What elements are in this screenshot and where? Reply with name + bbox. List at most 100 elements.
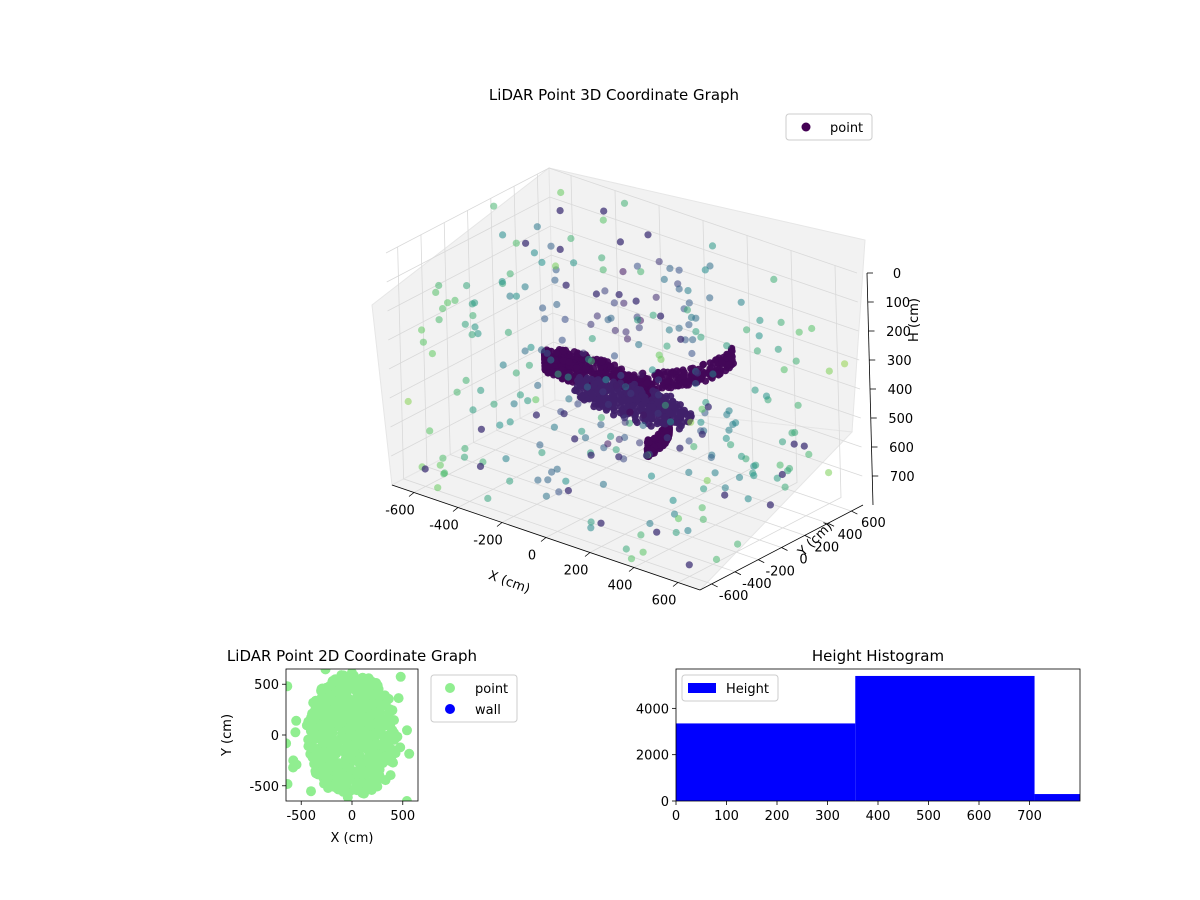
point-2d [357,672,368,683]
grid-line-y [397,246,712,585]
point-3d [611,403,619,411]
point-3d [556,245,564,253]
point-2d [306,786,316,797]
point-3d [537,346,546,354]
point-2d [326,708,336,719]
point-3d [711,469,719,477]
point-3d [698,504,706,512]
point-3d [551,276,559,284]
point-3d [435,281,443,290]
point-2d [385,756,396,767]
x-tick [584,552,591,557]
point-3d [633,418,641,427]
point-3d [737,298,745,306]
point-3d [532,396,540,404]
point-3d [703,477,711,485]
point-3d [577,392,586,401]
point-3d [630,373,638,381]
point-3d [590,364,598,372]
point-3d [559,357,567,365]
point-3d [725,361,733,369]
point-2d [346,669,357,678]
point-2d [309,751,320,762]
point-3d [655,258,663,266]
point-2d [387,705,397,716]
plot-3d-legend-box [785,113,873,141]
point-2d [368,730,379,741]
point-3d [770,275,778,283]
point-3d [553,300,561,309]
y-tick-label: -400 [742,577,772,592]
point-3d [506,418,514,426]
point-3d [734,540,742,548]
point-3d [615,435,623,443]
point-3d [646,519,654,528]
point-2d [337,680,348,690]
point-3d [689,336,697,344]
point-3d [808,324,816,333]
x-tick-label: 200 [765,809,790,824]
point-2d [291,715,302,726]
point-3d [677,335,685,343]
x-tick-label: 100 [714,809,739,824]
point-3d [561,315,569,323]
point-3d [685,561,693,569]
point-3d [596,378,604,386]
histogram-ticks: 0 100 200 300 400 500 600 700 0 2000 4000 [636,702,1042,824]
point-3d [598,358,606,366]
x-tick-label: -500 [286,809,316,824]
point-3d [644,231,652,239]
point-3d [674,515,683,523]
point-2d [320,669,331,675]
x-tick-label: 0 [672,809,680,824]
point-2d [356,777,367,788]
point-3d [737,452,746,460]
point-3d [587,518,595,526]
point-3d [643,379,651,387]
point-3d [521,283,529,291]
x-tick [496,522,503,527]
point-3d [558,336,566,344]
point-3d [469,312,477,320]
point-3d [510,400,518,408]
point-3d [544,476,552,484]
plot-3d-xlabel: X (cm) [486,568,532,597]
point-3d [762,392,771,400]
point-3d [825,367,833,375]
point-3d [653,433,662,441]
point-3d [498,278,506,286]
point-3d [600,207,608,215]
point-3d [654,396,662,404]
point-3d [524,397,532,405]
point-3d [756,316,764,324]
plot-2d-points [286,669,415,801]
point-2d [402,725,412,736]
point-3d [610,299,618,307]
point-3d [729,420,737,428]
point-3d [773,474,781,482]
point-3d [753,347,762,355]
point-3d [419,338,427,346]
z-tick-label: 600 [889,441,914,456]
x-tick [672,582,679,587]
point-3d [604,400,613,408]
point-3d [506,477,514,485]
point-2d [369,748,380,759]
point-3d [421,465,429,473]
point-3d [562,477,570,485]
point-3d [708,242,717,250]
y-tick-label: -600 [719,589,749,604]
point-3d [611,326,619,335]
point-3d [512,292,521,300]
point-3d [556,207,564,215]
point-3d [462,376,470,384]
point-3d [721,484,729,492]
point-3d [534,476,542,484]
point-3d [612,446,620,454]
point-3d [634,316,642,324]
point-3d [477,425,485,433]
point-3d [596,396,604,404]
point-3d [620,199,629,207]
plot-3d: LiDAR Point 3D Coordinate Graph -600-400… [371,86,922,609]
point-3d [709,370,717,378]
